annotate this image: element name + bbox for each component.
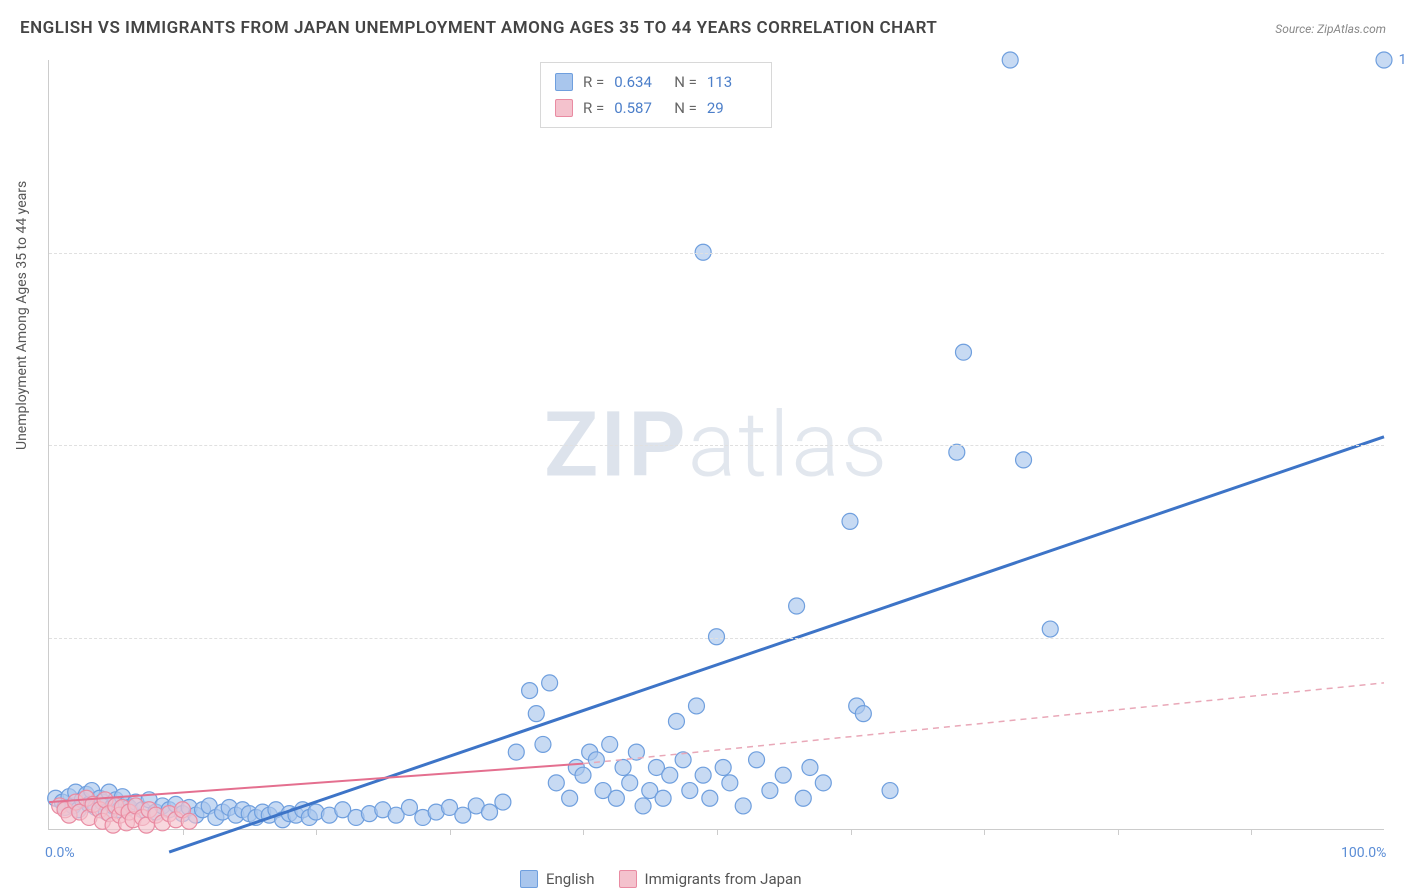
r-value-english: 0.634 bbox=[614, 69, 664, 95]
r-value-japan: 0.587 bbox=[614, 95, 664, 121]
n-label: N = bbox=[674, 95, 697, 121]
y-axis-label: Unemployment Among Ages 35 to 44 years bbox=[14, 181, 30, 450]
x-tick-label: 100.0% bbox=[1341, 845, 1386, 861]
swatch-english bbox=[555, 73, 573, 91]
n-value-japan: 29 bbox=[707, 95, 757, 121]
swatch-english bbox=[520, 870, 538, 888]
swatch-japan bbox=[555, 99, 573, 117]
n-label: N = bbox=[674, 69, 697, 95]
r-label: R = bbox=[583, 69, 604, 95]
y-tick-label: 100.0% bbox=[1399, 52, 1406, 68]
stats-row-english: R = 0.634 N = 113 bbox=[555, 69, 757, 95]
correlation-chart: ENGLISH VS IMMIGRANTS FROM JAPAN UNEMPLO… bbox=[0, 0, 1406, 892]
source-attribution: Source: ZipAtlas.com bbox=[1275, 22, 1386, 36]
legend-label-english: English bbox=[546, 870, 595, 888]
stats-row-japan: R = 0.587 N = 29 bbox=[555, 95, 757, 121]
legend-label-japan: Immigrants from Japan bbox=[645, 870, 802, 888]
chart-title: ENGLISH VS IMMIGRANTS FROM JAPAN UNEMPLO… bbox=[20, 18, 937, 38]
series-legend: English Immigrants from Japan bbox=[520, 870, 801, 888]
plot-area: ZIPatlas 25.0%50.0%75.0%100.0%0.0%100.0% bbox=[48, 60, 1384, 830]
swatch-japan bbox=[619, 870, 637, 888]
legend-item-english: English bbox=[520, 870, 595, 888]
x-tick-label: 0.0% bbox=[45, 845, 75, 861]
n-value-english: 113 bbox=[707, 69, 757, 95]
legend-item-japan: Immigrants from Japan bbox=[619, 870, 802, 888]
r-label: R = bbox=[583, 95, 604, 121]
stats-legend: R = 0.634 N = 113 R = 0.587 N = 29 bbox=[540, 62, 772, 128]
